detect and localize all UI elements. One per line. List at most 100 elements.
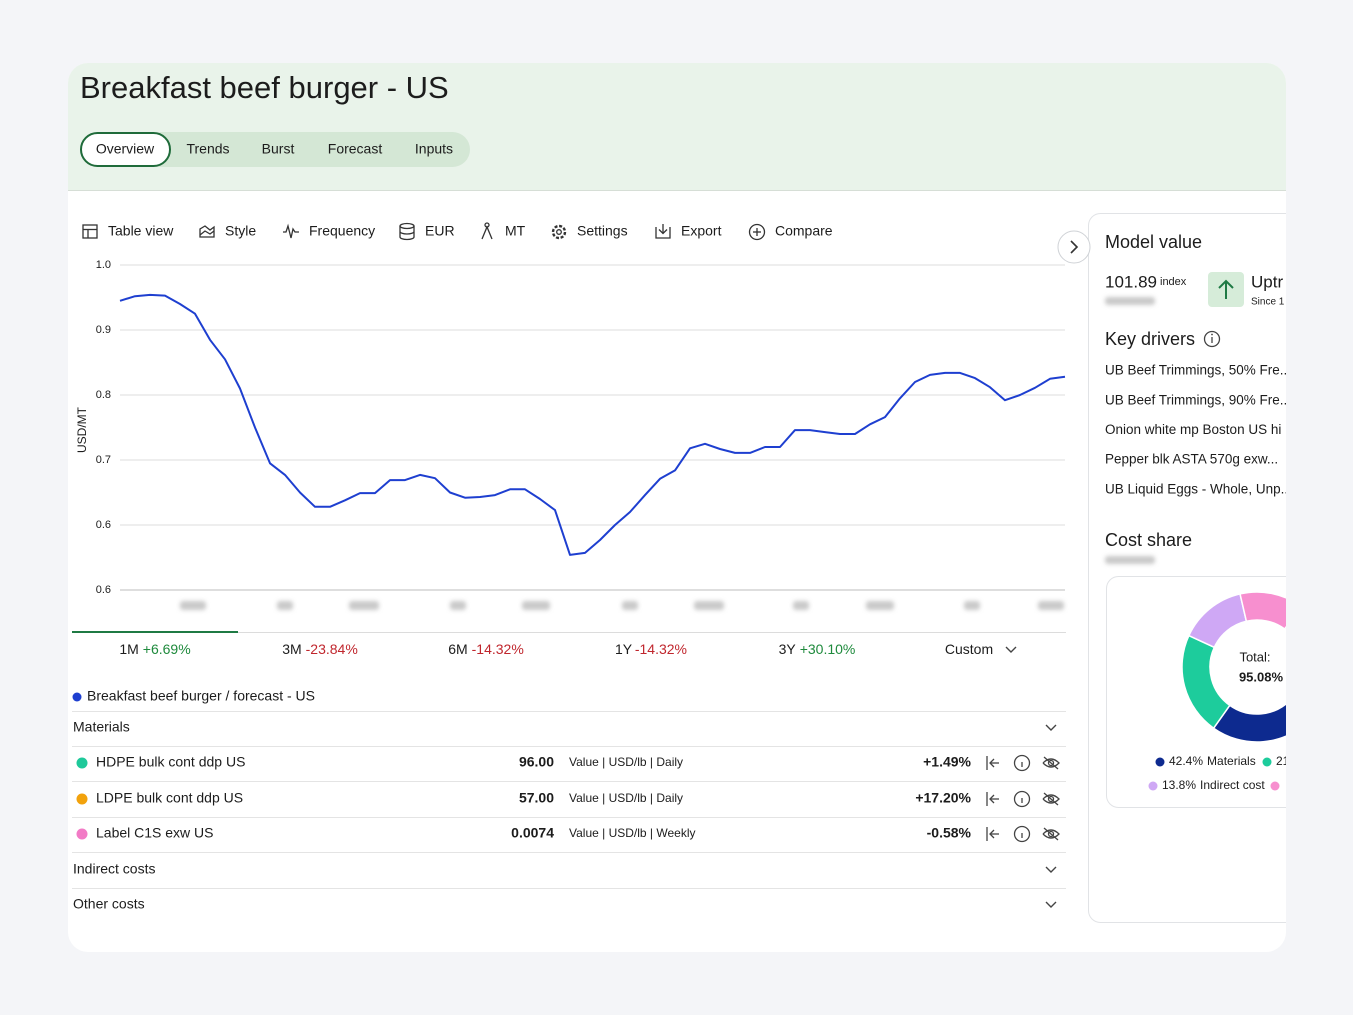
tab[interactable]: Burst [262,141,295,157]
row-actions[interactable] [986,825,1060,843]
y-tick-label: 0.6 [96,584,111,596]
range-option[interactable]: 6M -14.32% [448,641,524,657]
blurred-x-label [522,601,550,610]
page-title: Breakfast beef burger - US [80,70,449,105]
legend-label: Breakfast beef burger / forecast - US [87,688,315,704]
section-toggle[interactable] [1045,866,1057,873]
toolbar-label[interactable]: Compare [775,223,833,239]
range-option[interactable]: 1M +6.69% [119,641,190,657]
blurred-date [1105,297,1155,305]
toolbar-label[interactable]: Table view [108,223,174,239]
legend-value: 42.4% [1169,754,1203,768]
legend-swatch [1155,757,1165,767]
toolbar-label[interactable]: MT [505,223,526,239]
toolbar-icon [551,224,567,240]
toolbar-label[interactable]: Frequency [309,223,375,239]
toolbar-label[interactable]: EUR [425,223,455,239]
key-driver[interactable]: Pepper blk ASTA 570g exw... [1105,452,1278,467]
legend-swatch [1148,781,1158,791]
legend-value: 21 [1276,754,1290,768]
section-title[interactable]: Other costs [73,896,145,912]
row-value: 0.0074 [511,825,554,841]
trend-since: Since 1 [1251,297,1285,308]
toolbar-item[interactable]: Settings [551,223,628,240]
blurred-x-label [349,601,379,610]
section-toggle[interactable] [1045,724,1057,731]
key-driver[interactable]: Onion white mp Boston US hi [1105,422,1281,437]
section-heading: Cost share [1105,530,1192,550]
toolbar-item[interactable]: Compare [748,223,833,241]
range-change: -14.32% [472,641,524,657]
legend-name: Indirect cost [1200,778,1265,792]
range-option[interactable]: Custom [945,641,993,657]
toolbar-label[interactable]: Style [225,223,256,239]
y-tick-label: 0.8 [96,389,111,401]
section-heading: Key drivers [1105,329,1195,349]
range-change: +6.69% [143,641,191,657]
toolbar-item[interactable]: Frequency [283,223,375,239]
toolbar-icon [199,225,215,238]
tab[interactable]: Inputs [415,141,453,157]
legend-swatch [1262,757,1272,767]
range-dropdown[interactable] [1005,646,1017,653]
row-name: LDPE bulk cont ddp US [96,790,243,806]
content: Overview Trends Burst Forecast Inputs Table v… [72,141,1292,912]
row-swatch [76,757,88,769]
toolbar-label[interactable]: Export [681,223,722,239]
section-title[interactable]: Indirect costs [73,861,155,877]
row-actions[interactable] [986,754,1060,772]
model-unit: index [1160,276,1187,288]
donut-segment [1239,591,1286,631]
key-driver[interactable]: UB Liquid Eggs - Whole, Unp... [1105,481,1292,496]
range-option[interactable]: 1Y -14.32% [615,641,687,657]
toolbar-item[interactable]: Table view [82,223,174,239]
range-option[interactable]: 3M -23.84% [282,641,358,657]
row-meta: Value | USD/lb | Daily [569,791,683,805]
key-driver[interactable]: UB Beef Trimmings, 90% Fre... [1105,392,1291,407]
toolbar-icon [399,222,415,241]
toolbar-icon [481,222,493,240]
card: Breakfast beef burger - US Overview Trend… [68,63,1292,952]
key-driver[interactable]: UB Beef Trimmings, 50% Fre... [1105,363,1291,378]
donut-total: 95.08% [1239,669,1284,684]
row-value: 57.00 [519,790,554,806]
tab[interactable]: Overview [96,141,155,157]
y-tick-label: 0.7 [96,454,111,466]
row-change: -0.58% [927,825,972,841]
donut-segment [1212,622,1286,743]
section-toggle[interactable] [1045,901,1057,908]
collapse-button[interactable] [1057,230,1091,264]
range-label: 3M [282,641,301,657]
toolbar-label[interactable]: Settings [577,223,628,239]
toolbar-item[interactable]: EUR [399,222,455,241]
row-change: +17.20% [915,790,971,806]
tab[interactable]: Trends [186,141,229,157]
toolbar-icon [655,224,671,239]
row-change: +1.49% [923,754,971,770]
y-tick-label: 0.6 [96,519,111,531]
toolbar-item[interactable]: Export [655,223,722,239]
info-icon[interactable] [1203,330,1221,348]
tab[interactable]: Forecast [328,141,383,157]
row-actions[interactable] [986,790,1060,808]
legend-label: 13.8% Indirect cost [1162,778,1265,792]
trend-label: Uptr [1251,272,1283,291]
toolbar-item[interactable]: MT [481,222,526,240]
row-swatch [76,793,88,805]
blurred-x-label [964,601,980,610]
cost-share-card [1106,576,1286,808]
model-value: 101.89 [1105,272,1157,291]
toolbar-item[interactable]: Style [199,223,256,239]
active-tab [80,132,171,167]
range-option[interactable]: 3Y +30.10% [779,641,856,657]
row-meta: Value | USD/lb | Daily [569,755,683,769]
row-meta: Value | USD/lb | Weekly [569,826,696,840]
section-title[interactable]: Materials [73,719,130,735]
row-swatch [76,828,88,840]
row-value: 96.00 [519,754,554,770]
legend-swatch [1270,781,1280,791]
y-axis-label: USD/MT [75,406,89,453]
blurred-x-label [793,601,809,610]
legend-value: 13.8% [1162,778,1196,792]
